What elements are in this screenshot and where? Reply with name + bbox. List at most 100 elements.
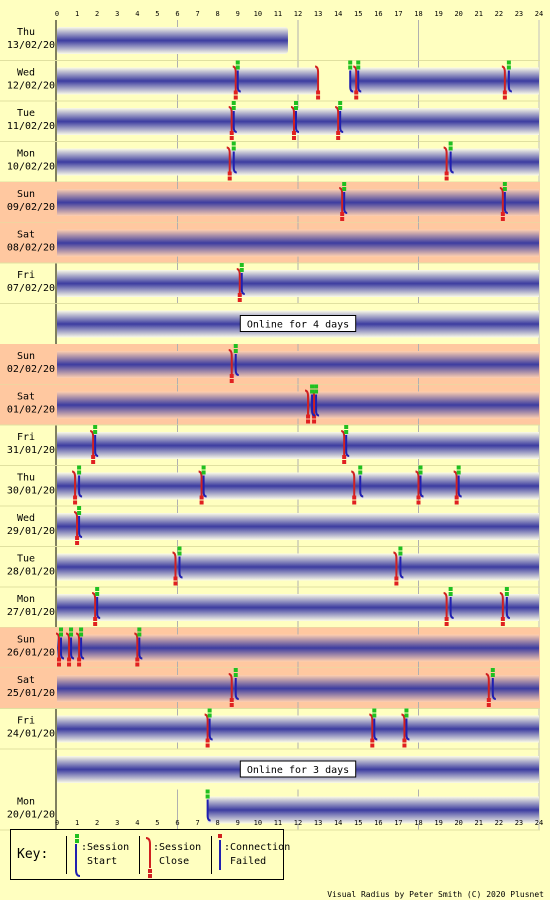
session-start-block — [502, 182, 507, 186]
x-tick-label-bottom: 16 — [374, 819, 382, 827]
day-row: Sun 02/02/20 — [0, 344, 540, 385]
session-close-block — [502, 90, 507, 95]
connection-failed-icon — [218, 834, 222, 870]
session-close-block — [75, 541, 80, 545]
online-segment — [57, 432, 539, 459]
session-close-block — [500, 217, 505, 221]
session-start-block — [490, 668, 495, 672]
session-start-marker — [503, 192, 508, 214]
row-day-label: Fri — [17, 270, 35, 281]
session-start-block — [314, 389, 319, 394]
x-tick-label: 11 — [274, 10, 282, 18]
session-start-marker — [507, 70, 512, 93]
session-start-marker — [202, 475, 207, 498]
session-close-marker — [353, 65, 358, 91]
session-close-marker — [393, 551, 398, 577]
session-close-block — [354, 95, 359, 100]
session-close-marker — [415, 470, 420, 496]
session-start-marker — [96, 597, 101, 619]
session-start-marker — [339, 111, 344, 133]
session-start-marker — [240, 273, 245, 295]
session-close-marker — [228, 349, 233, 374]
row-day-label: Sat — [17, 392, 35, 403]
row-day-label: Tue — [17, 108, 35, 119]
session-start-block — [293, 106, 298, 110]
session-start-marker — [343, 192, 348, 214]
day-row: Mon 10/02/20 — [0, 141, 540, 183]
session-start-block — [77, 511, 82, 515]
session-start-marker — [457, 475, 462, 498]
x-tick-label: 16 — [374, 10, 382, 18]
x-tick-label-bottom: 11 — [274, 819, 282, 827]
session-close-block — [312, 414, 317, 419]
x-tick-label: 7 — [195, 10, 199, 18]
key-session-close-label: :Session Close — [153, 842, 202, 867]
row-date-label: 01/02/20 — [7, 405, 55, 416]
online-segment — [57, 148, 539, 176]
session-start-block — [233, 673, 238, 677]
session-close-marker — [134, 632, 139, 658]
x-tick-label: 22 — [495, 10, 503, 18]
footer-credit: Visual Radius by Peter Smith (C) 2020 Pl… — [327, 890, 544, 899]
row-date-label: 02/02/20 — [7, 364, 55, 375]
session-close-marker — [228, 673, 233, 698]
session-close-block — [227, 176, 232, 181]
x-tick-label-bottom: 8 — [216, 819, 220, 827]
session-close-block — [233, 90, 238, 95]
session-start-block — [231, 106, 236, 110]
x-tick-label: 24 — [535, 10, 543, 18]
x-tick-label-bottom: 20 — [454, 819, 462, 827]
session-start-block — [372, 713, 377, 718]
session-close-marker — [73, 511, 79, 536]
session-close-block — [402, 743, 407, 748]
session-close-block — [229, 131, 234, 135]
session-start-block — [490, 673, 495, 677]
session-close-block — [93, 622, 98, 626]
day-row: Sat 08/02/20 — [0, 222, 540, 264]
session-start-block — [456, 470, 461, 475]
session-start-block — [79, 632, 84, 637]
session-start-block — [93, 425, 98, 429]
session-close-block — [173, 576, 178, 581]
x-tick-label-bottom: 6 — [175, 819, 179, 827]
session-start-block — [231, 146, 236, 151]
row-date-label: 08/02/20 — [7, 243, 55, 254]
x-tick-label-bottom: 23 — [515, 819, 523, 827]
session-close-block — [342, 455, 347, 459]
session-close-block — [454, 495, 459, 500]
session-close-block — [336, 136, 341, 140]
session-close-block — [229, 703, 234, 707]
session-close-marker — [172, 551, 177, 577]
session-close-block — [454, 500, 459, 505]
session-start-block — [93, 430, 98, 434]
session-start-block — [356, 65, 361, 70]
day-row: Mon 20/01/20 — [0, 789, 540, 831]
session-start-block — [506, 65, 511, 70]
row-day-label: Sat — [17, 675, 35, 686]
session-close-block — [67, 662, 72, 667]
session-start-block — [314, 384, 319, 389]
session-close-block — [444, 622, 449, 626]
x-tick-label-bottom: 3 — [115, 819, 119, 827]
session-close-marker — [304, 389, 310, 415]
key-title: Key: — [17, 847, 49, 862]
x-tick-label: 5 — [155, 10, 159, 18]
session-start-marker — [232, 111, 237, 133]
session-close-marker — [71, 470, 77, 496]
session-start-block — [342, 182, 347, 186]
session-close-marker — [232, 65, 237, 91]
x-tick-label-bottom: 22 — [495, 819, 503, 827]
session-start-block — [348, 65, 353, 70]
online-segment — [57, 634, 539, 662]
session-close-marker — [485, 673, 490, 698]
row-day-label: Mon — [17, 797, 35, 808]
session-close-block — [93, 617, 98, 621]
row-day-label: Sat — [17, 230, 35, 241]
session-close-block — [500, 622, 505, 626]
x-tick-label-bottom: 10 — [254, 819, 262, 827]
key-session-start-label: :Session Start — [81, 842, 130, 867]
session-start-block — [177, 551, 182, 556]
session-close-block — [306, 419, 311, 424]
rows-layer: Thu 13/02/20 Wed 12/02/20 Tue 11/02/20 Mon 10/0… — [0, 20, 540, 831]
session-start-block — [207, 708, 212, 713]
